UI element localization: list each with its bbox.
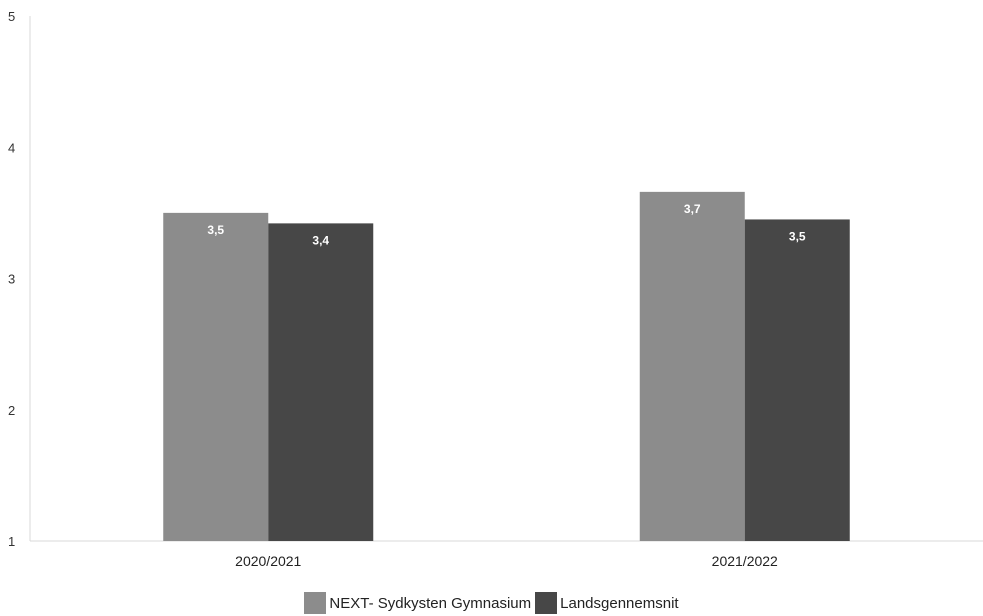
- data-label: 3,5: [789, 229, 806, 243]
- y-tick-label: 2: [8, 403, 15, 418]
- bar: [268, 223, 374, 541]
- data-label: 3,7: [684, 202, 701, 216]
- y-tick-label: 3: [8, 272, 15, 287]
- y-tick-label: 4: [8, 140, 15, 155]
- bar: [744, 219, 850, 541]
- legend-label-next: NEXT- Sydkysten Gymnasium: [329, 594, 532, 612]
- legend-label-landsgennemsnit: Landsgennemsnit: [560, 594, 679, 612]
- bar: [163, 212, 269, 541]
- legend-swatch-next: [304, 592, 327, 614]
- x-category-label: 2020/2021: [235, 553, 301, 569]
- bar: [639, 191, 745, 541]
- y-tick-label: 1: [8, 534, 15, 549]
- data-label: 3,5: [207, 223, 224, 237]
- legend-swatch-landsgennemsnit: [535, 592, 558, 614]
- legend: NEXT- Sydkysten Gymnasium Landsgennemsni…: [0, 592, 983, 614]
- data-label: 3,4: [312, 233, 329, 247]
- legend-item-next: NEXT- Sydkysten Gymnasium: [304, 592, 531, 614]
- x-category-label: 2021/2022: [712, 553, 778, 569]
- legend-item-landsgennemsnit: Landsgennemsnit: [535, 592, 679, 614]
- y-tick-label: 5: [8, 9, 15, 24]
